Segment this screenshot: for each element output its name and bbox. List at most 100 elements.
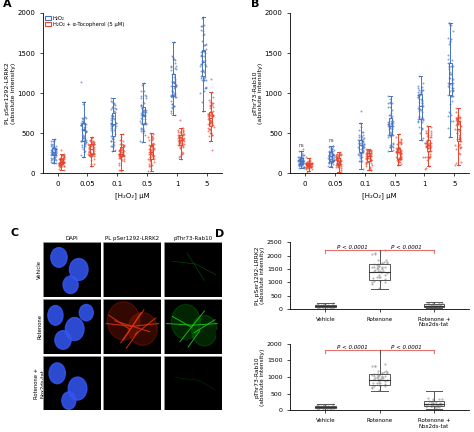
Point xyxy=(396,138,404,145)
Point xyxy=(85,152,93,159)
Bar xyxy=(142,107,145,124)
Point xyxy=(306,157,314,164)
Point xyxy=(147,161,155,168)
Point xyxy=(444,59,452,66)
Point xyxy=(436,302,443,309)
Point xyxy=(428,401,436,408)
Point xyxy=(209,112,217,119)
Point xyxy=(118,151,126,158)
Point xyxy=(139,121,146,127)
Point xyxy=(429,302,437,309)
Point xyxy=(169,53,176,60)
Point xyxy=(357,145,365,152)
Point xyxy=(119,152,127,159)
Point xyxy=(329,156,337,163)
Point xyxy=(328,404,336,411)
Point xyxy=(356,149,364,156)
Point xyxy=(204,128,212,135)
Point xyxy=(358,129,366,136)
Point xyxy=(117,146,124,153)
Point xyxy=(432,301,440,308)
Point xyxy=(367,149,374,156)
Point xyxy=(111,130,119,137)
Point xyxy=(302,160,310,167)
Point xyxy=(428,303,435,310)
Point xyxy=(109,143,117,150)
Point xyxy=(85,142,92,149)
Point xyxy=(200,47,208,54)
Point xyxy=(149,151,157,158)
Point xyxy=(146,153,154,160)
Point xyxy=(117,140,124,147)
Point xyxy=(120,156,128,162)
Point xyxy=(82,114,90,121)
Point xyxy=(358,170,365,177)
Point xyxy=(175,133,182,140)
Point xyxy=(119,143,127,150)
Point xyxy=(325,148,333,155)
Point xyxy=(418,99,426,106)
Point xyxy=(140,107,147,114)
Point xyxy=(299,162,306,168)
Point xyxy=(60,156,68,163)
Text: E: E xyxy=(215,330,222,340)
Point xyxy=(326,159,333,166)
Point xyxy=(200,77,208,84)
Point xyxy=(299,156,306,163)
Point xyxy=(51,150,58,157)
Point xyxy=(335,163,342,170)
Point xyxy=(428,303,436,310)
Bar xyxy=(82,123,85,141)
Point xyxy=(355,137,363,143)
Point xyxy=(387,118,395,124)
Point xyxy=(167,92,174,98)
Point xyxy=(167,98,174,105)
Point xyxy=(356,152,363,159)
Point xyxy=(381,372,389,379)
Point xyxy=(108,134,115,141)
Point xyxy=(337,158,345,165)
Point xyxy=(423,139,431,146)
Point xyxy=(142,93,149,100)
Point xyxy=(147,143,155,150)
Point xyxy=(77,79,85,86)
Point xyxy=(117,137,125,143)
Point xyxy=(296,156,304,162)
Point xyxy=(300,164,308,171)
Point xyxy=(448,82,456,89)
Point xyxy=(322,404,329,411)
Point xyxy=(86,136,93,143)
Point xyxy=(313,404,320,411)
Point xyxy=(379,267,387,274)
Point xyxy=(172,93,179,100)
Point xyxy=(336,160,344,167)
Point xyxy=(77,122,84,129)
Point xyxy=(360,134,367,141)
Point xyxy=(172,82,179,89)
Point xyxy=(299,155,306,162)
Point xyxy=(366,155,374,162)
Point xyxy=(180,127,187,134)
Point xyxy=(107,143,115,149)
Point xyxy=(296,155,303,162)
Point xyxy=(386,143,393,150)
Point xyxy=(49,150,56,157)
Point xyxy=(423,122,431,129)
Point xyxy=(334,161,342,168)
Point xyxy=(207,98,214,105)
Point xyxy=(150,146,157,152)
Point xyxy=(86,143,94,149)
Point xyxy=(359,143,367,150)
Point xyxy=(370,382,377,389)
Point xyxy=(371,267,379,273)
Point xyxy=(355,158,363,165)
Point xyxy=(115,159,123,166)
Point xyxy=(356,120,364,127)
Point xyxy=(454,112,462,119)
Point xyxy=(85,146,92,153)
Point xyxy=(59,155,67,162)
Point xyxy=(111,108,118,115)
Point xyxy=(376,273,384,280)
Point xyxy=(52,151,60,158)
Point xyxy=(139,127,146,134)
